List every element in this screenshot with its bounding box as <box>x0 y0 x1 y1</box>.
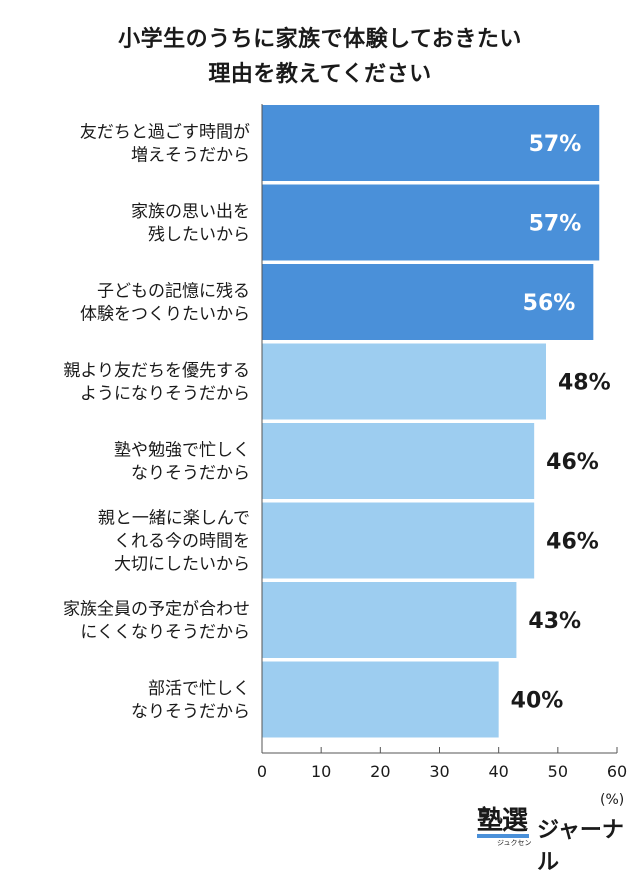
category-label: 親と一緒に楽しんで <box>98 509 250 529</box>
category-label: 親より友だちを優先する <box>63 361 250 381</box>
bar <box>262 582 517 658</box>
bar <box>262 502 535 579</box>
category-label: 増えそうだから <box>131 146 250 166</box>
category-label: 塾や勉強で忙しく <box>114 440 250 461</box>
category-label: 大切にしたいから <box>114 555 250 575</box>
data-label: 57% <box>529 212 582 237</box>
x-tick-label: 20 <box>370 762 390 781</box>
x-tick-label: 40 <box>488 762 508 781</box>
data-label: 48% <box>558 371 611 396</box>
data-label: 46% <box>546 450 599 475</box>
brand-logo-underline <box>477 834 529 838</box>
brand-logo-reading: ジュクセン <box>497 839 532 847</box>
category-label: なりそうだから <box>131 702 250 722</box>
category-label: ようになりそうだから <box>80 384 250 404</box>
data-label: 56% <box>523 291 576 316</box>
chart-title: 小学生のうちに家族で体験しておきたい 理由を教えてください <box>0 22 640 92</box>
category-label: 残したいから <box>148 225 250 245</box>
data-label: 43% <box>528 609 581 634</box>
bar <box>262 343 546 420</box>
bar <box>262 661 499 738</box>
x-tick-label: 30 <box>429 762 449 781</box>
data-label: 46% <box>546 530 599 555</box>
category-label: 体験をつくりたいから <box>80 305 250 325</box>
axis-unit-label: (%) <box>600 792 625 808</box>
category-label: 部活で忙しく <box>148 679 250 699</box>
x-tick-label: 50 <box>548 762 568 781</box>
x-tick-label: 0 <box>257 762 267 781</box>
category-label: 家族の思い出を <box>131 202 250 222</box>
brand-logo-name: ジャーナル <box>537 818 624 875</box>
brand-logo: 塾選 ジュクセン ジャーナル <box>475 800 635 875</box>
category-label: 子どもの記憶に残る <box>97 282 250 302</box>
category-label: くれる今の時間を <box>114 532 250 552</box>
bar <box>262 105 600 181</box>
brand-logo-mark: 塾選 <box>477 806 528 836</box>
category-label: 家族全員の予定が合わせ <box>63 600 250 620</box>
x-tick-label: 60 <box>607 762 627 781</box>
category-label: にくくなりそうだから <box>80 623 250 643</box>
data-label: 40% <box>511 689 564 714</box>
category-label: 友だちと過ごす時間が <box>80 123 250 143</box>
category-label: なりそうだから <box>131 464 250 484</box>
data-label: 57% <box>529 132 582 157</box>
bar <box>262 184 600 261</box>
chart-title-line-1: 小学生のうちに家族で体験しておきたい <box>118 27 522 52</box>
bar <box>262 423 535 499</box>
chart-title-line-2: 理由を教えてください <box>208 62 432 87</box>
bar <box>262 264 594 340</box>
x-tick-label: 10 <box>311 762 331 781</box>
